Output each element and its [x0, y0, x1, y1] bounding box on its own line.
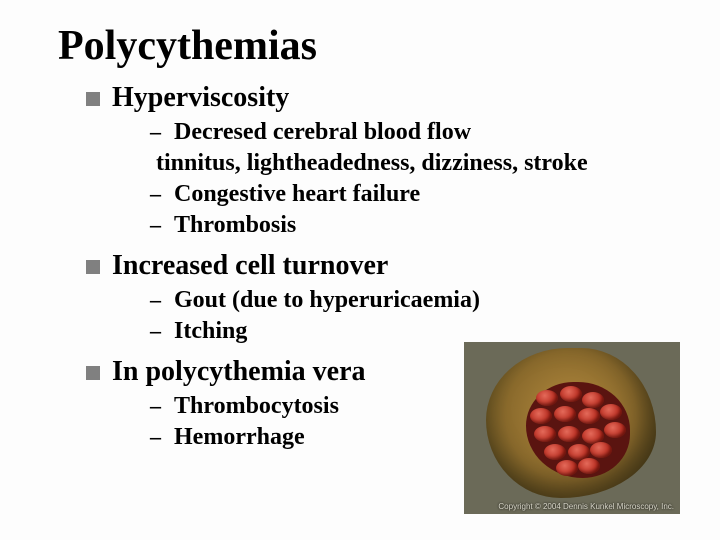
list-item: – Gout (due to hyperuricaemia) — [150, 286, 670, 315]
dash-bullet-icon: – — [150, 392, 164, 420]
sublist-turnover: – Gout (due to hyperuricaemia) – Itching — [150, 286, 670, 346]
image-caption: Copyright © 2004 Dennis Kunkel Microscop… — [498, 502, 674, 511]
square-bullet-icon — [86, 260, 100, 274]
square-bullet-icon — [86, 92, 100, 106]
bullet-turnover: Increased cell turnover — [86, 250, 670, 282]
item-text: Congestive heart failure — [174, 180, 420, 209]
microscopy-image: Copyright © 2004 Dennis Kunkel Microscop… — [464, 342, 680, 514]
list-item: – Decresed cerebral blood flow — [150, 118, 670, 147]
item-text: Decresed cerebral blood flow — [174, 118, 471, 147]
item-text: Gout (due to hyperuricaemia) — [174, 286, 480, 315]
dash-bullet-icon: – — [150, 317, 164, 345]
dash-bullet-icon: – — [150, 211, 164, 239]
heading-text: In polycythemia vera — [112, 356, 366, 388]
slide: Polycythemias Hyperviscosity – Decresed … — [0, 0, 720, 540]
dash-bullet-icon: – — [150, 423, 164, 451]
heading-text: Increased cell turnover — [112, 250, 388, 282]
sublist-hyperviscosity: – Decresed cerebral blood flow tinnitus,… — [150, 118, 670, 240]
dash-bullet-icon: – — [150, 286, 164, 314]
slide-title: Polycythemias — [58, 22, 670, 70]
item-text: Thrombocytosis — [174, 392, 339, 421]
dash-bullet-icon: – — [150, 118, 164, 146]
square-bullet-icon — [86, 366, 100, 380]
item-continuation: tinnitus, lightheadedness, dizziness, st… — [156, 149, 670, 178]
list-item: – Thrombosis — [150, 211, 670, 240]
heading-text: Hyperviscosity — [112, 82, 289, 114]
dash-bullet-icon: – — [150, 180, 164, 208]
item-text: Thrombosis — [174, 211, 296, 240]
item-text: Itching — [174, 317, 247, 346]
bullet-hyperviscosity: Hyperviscosity — [86, 82, 670, 114]
list-item: – Congestive heart failure — [150, 180, 670, 209]
item-text: Hemorrhage — [174, 423, 305, 452]
